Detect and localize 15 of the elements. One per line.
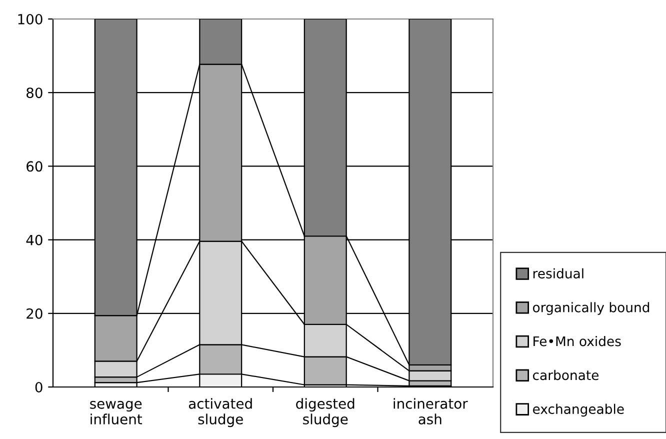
- x-tick-label: incinerator ash: [394, 398, 468, 424]
- legend-label: carbonate: [532, 370, 599, 380]
- x-tick-label: activated sludge: [188, 398, 252, 428]
- legend-label: organically bound: [532, 302, 650, 315]
- x-tick-label: digested sludge: [296, 398, 354, 428]
- y-tick-label: 80: [26, 88, 42, 98]
- y-tick-label: 0: [35, 382, 42, 392]
- x-tick-label: sewage influent: [90, 400, 142, 424]
- legend-label: exchangeable: [532, 404, 624, 417]
- y-tick-label: 60: [26, 161, 42, 172]
- legend-label: Fe•Mn oxides: [534, 336, 621, 346]
- y-tick-label: 40: [26, 234, 42, 246]
- y-tick-label: 20: [26, 308, 42, 319]
- legend-label: residual: [533, 268, 584, 278]
- y-tick-label: 100: [18, 14, 42, 24]
